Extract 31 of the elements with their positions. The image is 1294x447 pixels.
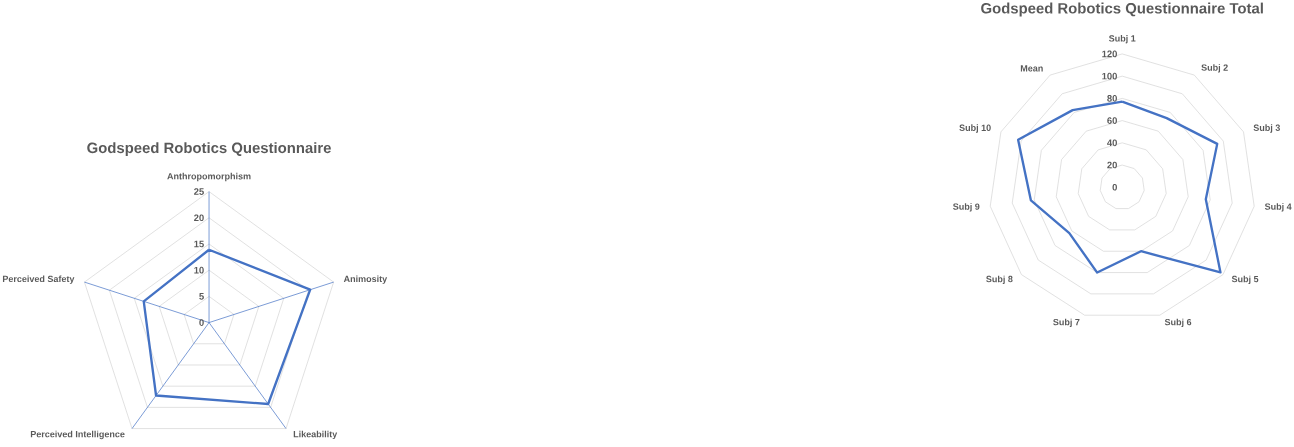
y-tick-label: 120: [1102, 50, 1117, 58]
y-tick-label: 20: [1107, 161, 1117, 169]
y-tick-label: 5: [199, 292, 204, 300]
y-tick-label: 0: [199, 319, 204, 326]
spoke-label: Subj 2: [1201, 64, 1228, 73]
spoke-label: Perceived Intelligence: [30, 430, 125, 439]
y-tick-label: 25: [194, 188, 204, 195]
spoke-label: Likeability: [293, 430, 338, 439]
spoke-label: Subj 1: [1108, 34, 1136, 44]
y-tick-label: 20: [194, 214, 204, 221]
y-tick-label: 10: [194, 266, 204, 274]
spoke-label: Mean: [1020, 65, 1043, 72]
spoke-label: Subj 3: [1253, 124, 1280, 133]
spoke-label: Subj 8: [986, 275, 1013, 284]
chart-title: Godspeed Robotics Questionnaire: [87, 142, 331, 156]
y-tick-label: 40: [1107, 139, 1117, 146]
y-tick-label: 80: [1107, 94, 1117, 102]
chart-title: Godspeed Robotics Questionnaire Total: [981, 2, 1263, 17]
spoke-label: Perceived Safety: [2, 275, 75, 284]
spoke-label: Subj 5: [1231, 275, 1259, 284]
y-tick-label: 60: [1107, 117, 1117, 124]
spoke-label: Subj 10: [959, 124, 991, 133]
spoke-label: Anthropomorphism: [167, 172, 251, 182]
spoke-label: Subj 6: [1164, 318, 1192, 327]
y-tick-label: 100: [1102, 72, 1117, 80]
spoke-label: Subj 4: [1264, 203, 1292, 212]
y-tick-label: 0: [1112, 183, 1117, 191]
spoke-label: Subj 7: [1053, 318, 1080, 327]
spoke-label: Subj 9: [953, 203, 980, 212]
y-tick-label: 15: [194, 240, 204, 248]
spoke-label: Animosity: [343, 275, 388, 284]
